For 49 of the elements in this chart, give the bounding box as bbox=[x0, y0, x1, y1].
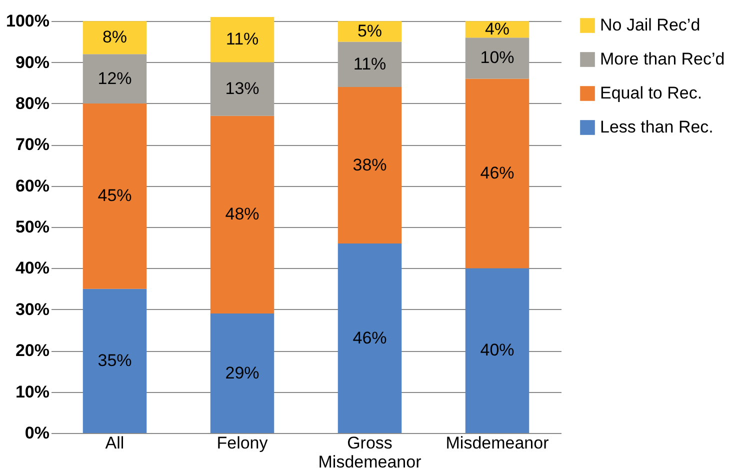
bar bbox=[210, 314, 274, 433]
data-label: 10% bbox=[480, 48, 514, 68]
data-label: 5% bbox=[357, 21, 382, 40]
data-label: 13% bbox=[225, 79, 260, 98]
y-tick-label: 0% bbox=[24, 424, 50, 442]
y-tick-label: 70% bbox=[15, 135, 50, 154]
legend-label: More than Rec’d bbox=[600, 50, 725, 68]
bar bbox=[210, 116, 274, 314]
data-label: 8% bbox=[102, 28, 128, 47]
data-label: 12% bbox=[98, 68, 132, 88]
x-tick-label: Felony bbox=[216, 434, 268, 452]
data-label: 40% bbox=[480, 340, 514, 360]
data-label: 11% bbox=[226, 30, 259, 49]
legend-label: No Jail Rec’d bbox=[600, 16, 700, 34]
x-tick-label: Gross Misdemeanor bbox=[318, 434, 422, 472]
bar bbox=[465, 38, 530, 79]
data-label: 11% bbox=[353, 54, 386, 74]
data-label: 45% bbox=[98, 186, 132, 206]
data-label: 29% bbox=[225, 363, 260, 382]
bar bbox=[82, 103, 147, 289]
data-label: 46% bbox=[352, 328, 387, 348]
y-tick-label: 10% bbox=[15, 382, 50, 402]
bar bbox=[338, 87, 402, 244]
bar bbox=[82, 54, 147, 104]
bar bbox=[465, 78, 530, 268]
data-label: 4% bbox=[484, 19, 510, 38]
y-tick-label: 40% bbox=[15, 258, 50, 278]
data-label: 35% bbox=[98, 350, 132, 370]
x-tick-label: Misdemeanor bbox=[446, 434, 550, 452]
y-tick-label: 30% bbox=[15, 300, 50, 319]
data-label: 46% bbox=[480, 164, 514, 183]
bar bbox=[465, 268, 530, 433]
legend-label: Less than Rec. bbox=[600, 118, 714, 136]
data-label: 48% bbox=[225, 204, 260, 224]
y-tick-label: 80% bbox=[15, 94, 50, 113]
bar bbox=[82, 21, 147, 54]
x-tick-label: All bbox=[105, 434, 124, 452]
y-tick-label: 90% bbox=[15, 52, 50, 72]
bar bbox=[210, 17, 274, 62]
y-tick-label: 60% bbox=[15, 176, 50, 196]
data-label: 38% bbox=[352, 155, 387, 174]
y-tick-label: 50% bbox=[15, 218, 50, 237]
bar bbox=[338, 244, 402, 433]
y-tick-label: 100% bbox=[6, 12, 50, 31]
y-tick-label: 20% bbox=[15, 341, 50, 360]
legend-label: Equal to Rec. bbox=[600, 84, 702, 102]
bar bbox=[338, 42, 402, 88]
bar bbox=[82, 288, 147, 433]
bar bbox=[210, 62, 274, 116]
